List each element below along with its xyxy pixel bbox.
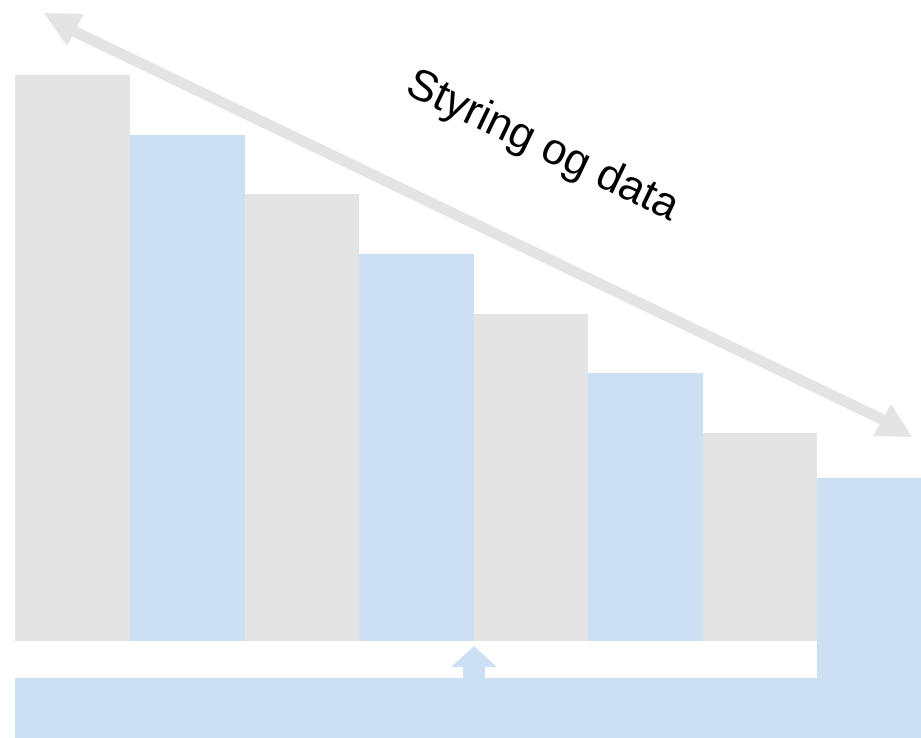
stair-column-4	[359, 254, 474, 641]
stair-column-1	[15, 75, 130, 641]
base-platform	[15, 478, 921, 738]
arrow-head-bottom-right-icon	[873, 404, 912, 437]
stair-column-7	[703, 433, 817, 641]
stair-column-2	[130, 135, 245, 641]
up-arrow-icon	[451, 646, 497, 678]
stair-column-3	[245, 194, 359, 641]
stair-column-6	[588, 373, 703, 641]
stair-column-5	[474, 314, 588, 641]
arrow-head-top-left-icon	[44, 13, 84, 46]
diagonal-arrow-shaft	[60, 21, 901, 432]
